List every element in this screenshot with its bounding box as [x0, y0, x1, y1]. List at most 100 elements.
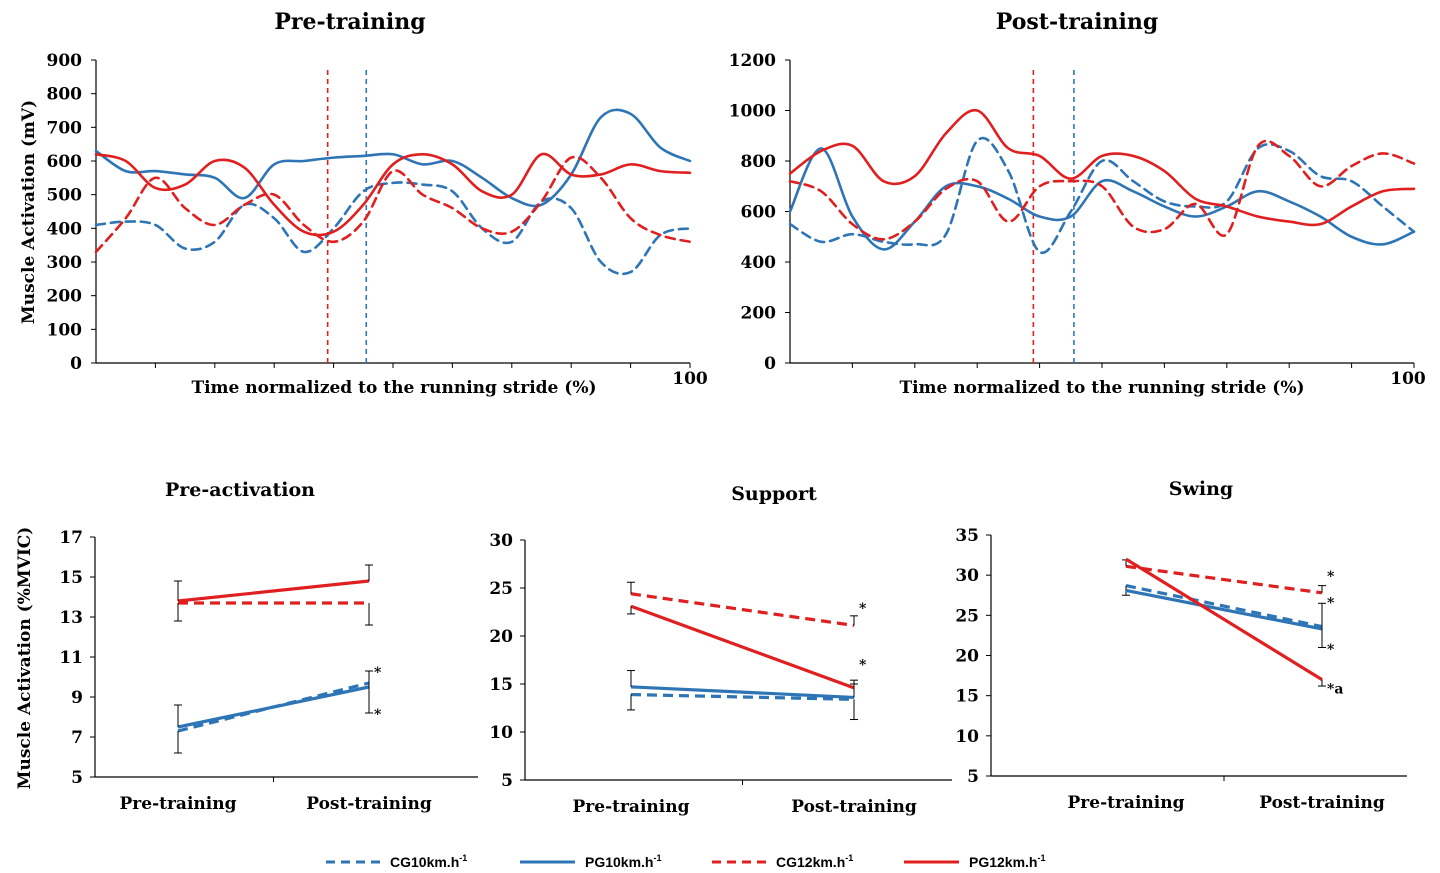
chart-title: Pre-training	[274, 9, 425, 35]
y-tick-label: 7	[71, 728, 83, 748]
series-line-cg12km-h-1	[630, 592, 855, 628]
legend-item-pg10: PG10km.h-1	[520, 853, 662, 870]
series-line-cg12km-h-1	[1125, 564, 1323, 595]
y-tick-label: 300	[47, 253, 83, 273]
series-line-pg10km-h-1	[1125, 588, 1323, 631]
series-line-cg10km-h-1	[788, 137, 1416, 255]
significance-marker: *	[1327, 569, 1335, 585]
x-tick-label: Post-training	[1259, 793, 1385, 813]
legend-item-pg12: PG12km.h-1	[904, 853, 1046, 870]
series-line-cg10km-h-1	[630, 692, 855, 701]
chart-post-training-emg: Post-training Time normalized to the run…	[729, 9, 1426, 398]
legend-label: CG12km.h-1	[776, 853, 853, 870]
chart-title: Post-training	[996, 9, 1158, 35]
y-tick-label: 5	[501, 771, 513, 791]
chart-support: Support 5 10 15 20 25 30 Pre-training Post-trai…	[489, 483, 952, 817]
y-tick-label: 9	[71, 688, 83, 708]
series-line-pg12km-h-1	[1125, 557, 1323, 681]
y-tick-label: 600	[47, 152, 83, 172]
series-line-pg10km-h-1	[177, 685, 370, 729]
x-axis-label: Time normalized to the running stride (%…	[191, 378, 596, 398]
chart-pre-activation: Pre-activation Muscle Activation (%MVIC)…	[15, 479, 478, 814]
y-tick-label: 400	[741, 253, 777, 273]
y-tick-label: 1200	[729, 51, 776, 71]
y-axis-label: Muscle Activation (%MVIC)	[15, 527, 35, 790]
y-tick-label: 0	[764, 354, 776, 374]
plot-area: 0 200 400 600 800 1000 1200	[729, 51, 1416, 374]
x-tick-label: Pre-training	[1068, 793, 1185, 813]
y-tick-label: 20	[955, 647, 979, 667]
chart-swing: Swing 5 10 15 20 25 30 35 Pre-training Post-trai…	[955, 478, 1407, 813]
series-line-pg12km-h-1	[94, 152, 692, 237]
significance-marker: *a	[1327, 681, 1343, 697]
y-tick-label: 30	[955, 566, 979, 586]
y-tick-label: 10	[489, 723, 513, 743]
series-line-pg12km-h-1	[177, 579, 370, 603]
x-tick-label: Pre-training	[120, 794, 237, 814]
plot-area: 5 10 15 20 25 30 35 Pre-training Post-training * *…	[955, 526, 1407, 813]
significance-marker: *	[1327, 642, 1335, 658]
y-tick-label: 800	[741, 152, 777, 172]
legend-label: PG12km.h-1	[969, 853, 1046, 870]
legend-label: CG10km.h-1	[390, 853, 467, 870]
y-tick-label: 900	[47, 51, 83, 71]
y-tick-label: 500	[47, 186, 83, 206]
legend-item-cg10: CG10km.h-1	[326, 853, 467, 870]
y-tick-label: 20	[489, 627, 513, 647]
y-tick-label: 13	[59, 608, 83, 628]
y-tick-label: 800	[47, 85, 83, 105]
y-axis-label: Muscle Activation (mV)	[19, 100, 39, 324]
significance-marker: *	[374, 665, 382, 681]
y-tick-label: 35	[955, 526, 979, 546]
significance-marker: *	[859, 658, 867, 674]
y-tick-label: 0	[70, 354, 82, 374]
series-line-cg12km-h-1	[94, 155, 692, 254]
plot-area: 5 7 9 11 13 15 17 Pre-training Post-training * *	[59, 528, 478, 814]
series-line-pg10km-h-1	[788, 147, 1416, 251]
y-tick-label: 15	[955, 687, 979, 707]
y-tick-label: 15	[489, 675, 513, 695]
y-tick-label: 200	[741, 304, 777, 324]
series-line-pg12km-h-1	[630, 604, 855, 690]
y-tick-label: 600	[741, 203, 777, 223]
chart-title: Pre-activation	[165, 479, 315, 501]
x-tick-label: Post-training	[791, 797, 917, 817]
y-tick-label: 1000	[729, 102, 776, 122]
y-tick-label: 17	[59, 528, 83, 548]
chart-title: Support	[731, 483, 817, 505]
plot-area: 0 100 200 300 400 500 600 700 800 900	[47, 51, 692, 374]
y-tick-label: 400	[47, 219, 83, 239]
x-tick-label: Pre-training	[573, 797, 690, 817]
x-tick-label: Post-training	[306, 794, 432, 814]
significance-marker: *	[1327, 595, 1335, 611]
series-line-pg10km-h-1	[94, 108, 692, 208]
y-tick-label: 25	[955, 606, 979, 626]
y-tick-label: 25	[489, 579, 513, 599]
y-tick-label: 200	[47, 287, 83, 307]
y-tick-label: 5	[71, 768, 83, 788]
significance-marker: *	[374, 707, 382, 723]
y-tick-label: 700	[47, 118, 83, 138]
y-tick-label: 15	[59, 568, 83, 588]
chart-title: Swing	[1169, 478, 1233, 500]
series-line-pg12km-h-1	[788, 109, 1416, 227]
series-line-cg10km-h-1	[1125, 584, 1323, 629]
series-line-cg10km-h-1	[94, 181, 692, 276]
x-end-tick-label: 100	[1390, 369, 1426, 389]
legend-item-cg12: CG12km.h-1	[712, 853, 853, 870]
x-end-tick-label: 100	[672, 369, 708, 389]
plot-area: 5 10 15 20 25 30 Pre-training Post-training * *	[489, 531, 952, 817]
series-line-pg10km-h-1	[630, 685, 855, 700]
series-line-cg12km-h-1	[788, 139, 1416, 241]
y-tick-label: 10	[955, 727, 979, 747]
x-axis-label: Time normalized to the running stride (%…	[899, 378, 1304, 398]
significance-marker: *	[859, 601, 867, 617]
legend-label: PG10km.h-1	[585, 853, 662, 870]
chart-pre-training-emg: Pre-training Muscle Activation (mV) Time…	[19, 9, 708, 398]
y-tick-label: 100	[47, 320, 83, 340]
y-tick-label: 11	[59, 648, 83, 668]
y-tick-label: 5	[967, 767, 979, 787]
legend: CG10km.h-1 PG10km.h-1 CG12km.h-1 PG12km.…	[326, 853, 1046, 870]
y-tick-label: 30	[489, 531, 513, 551]
